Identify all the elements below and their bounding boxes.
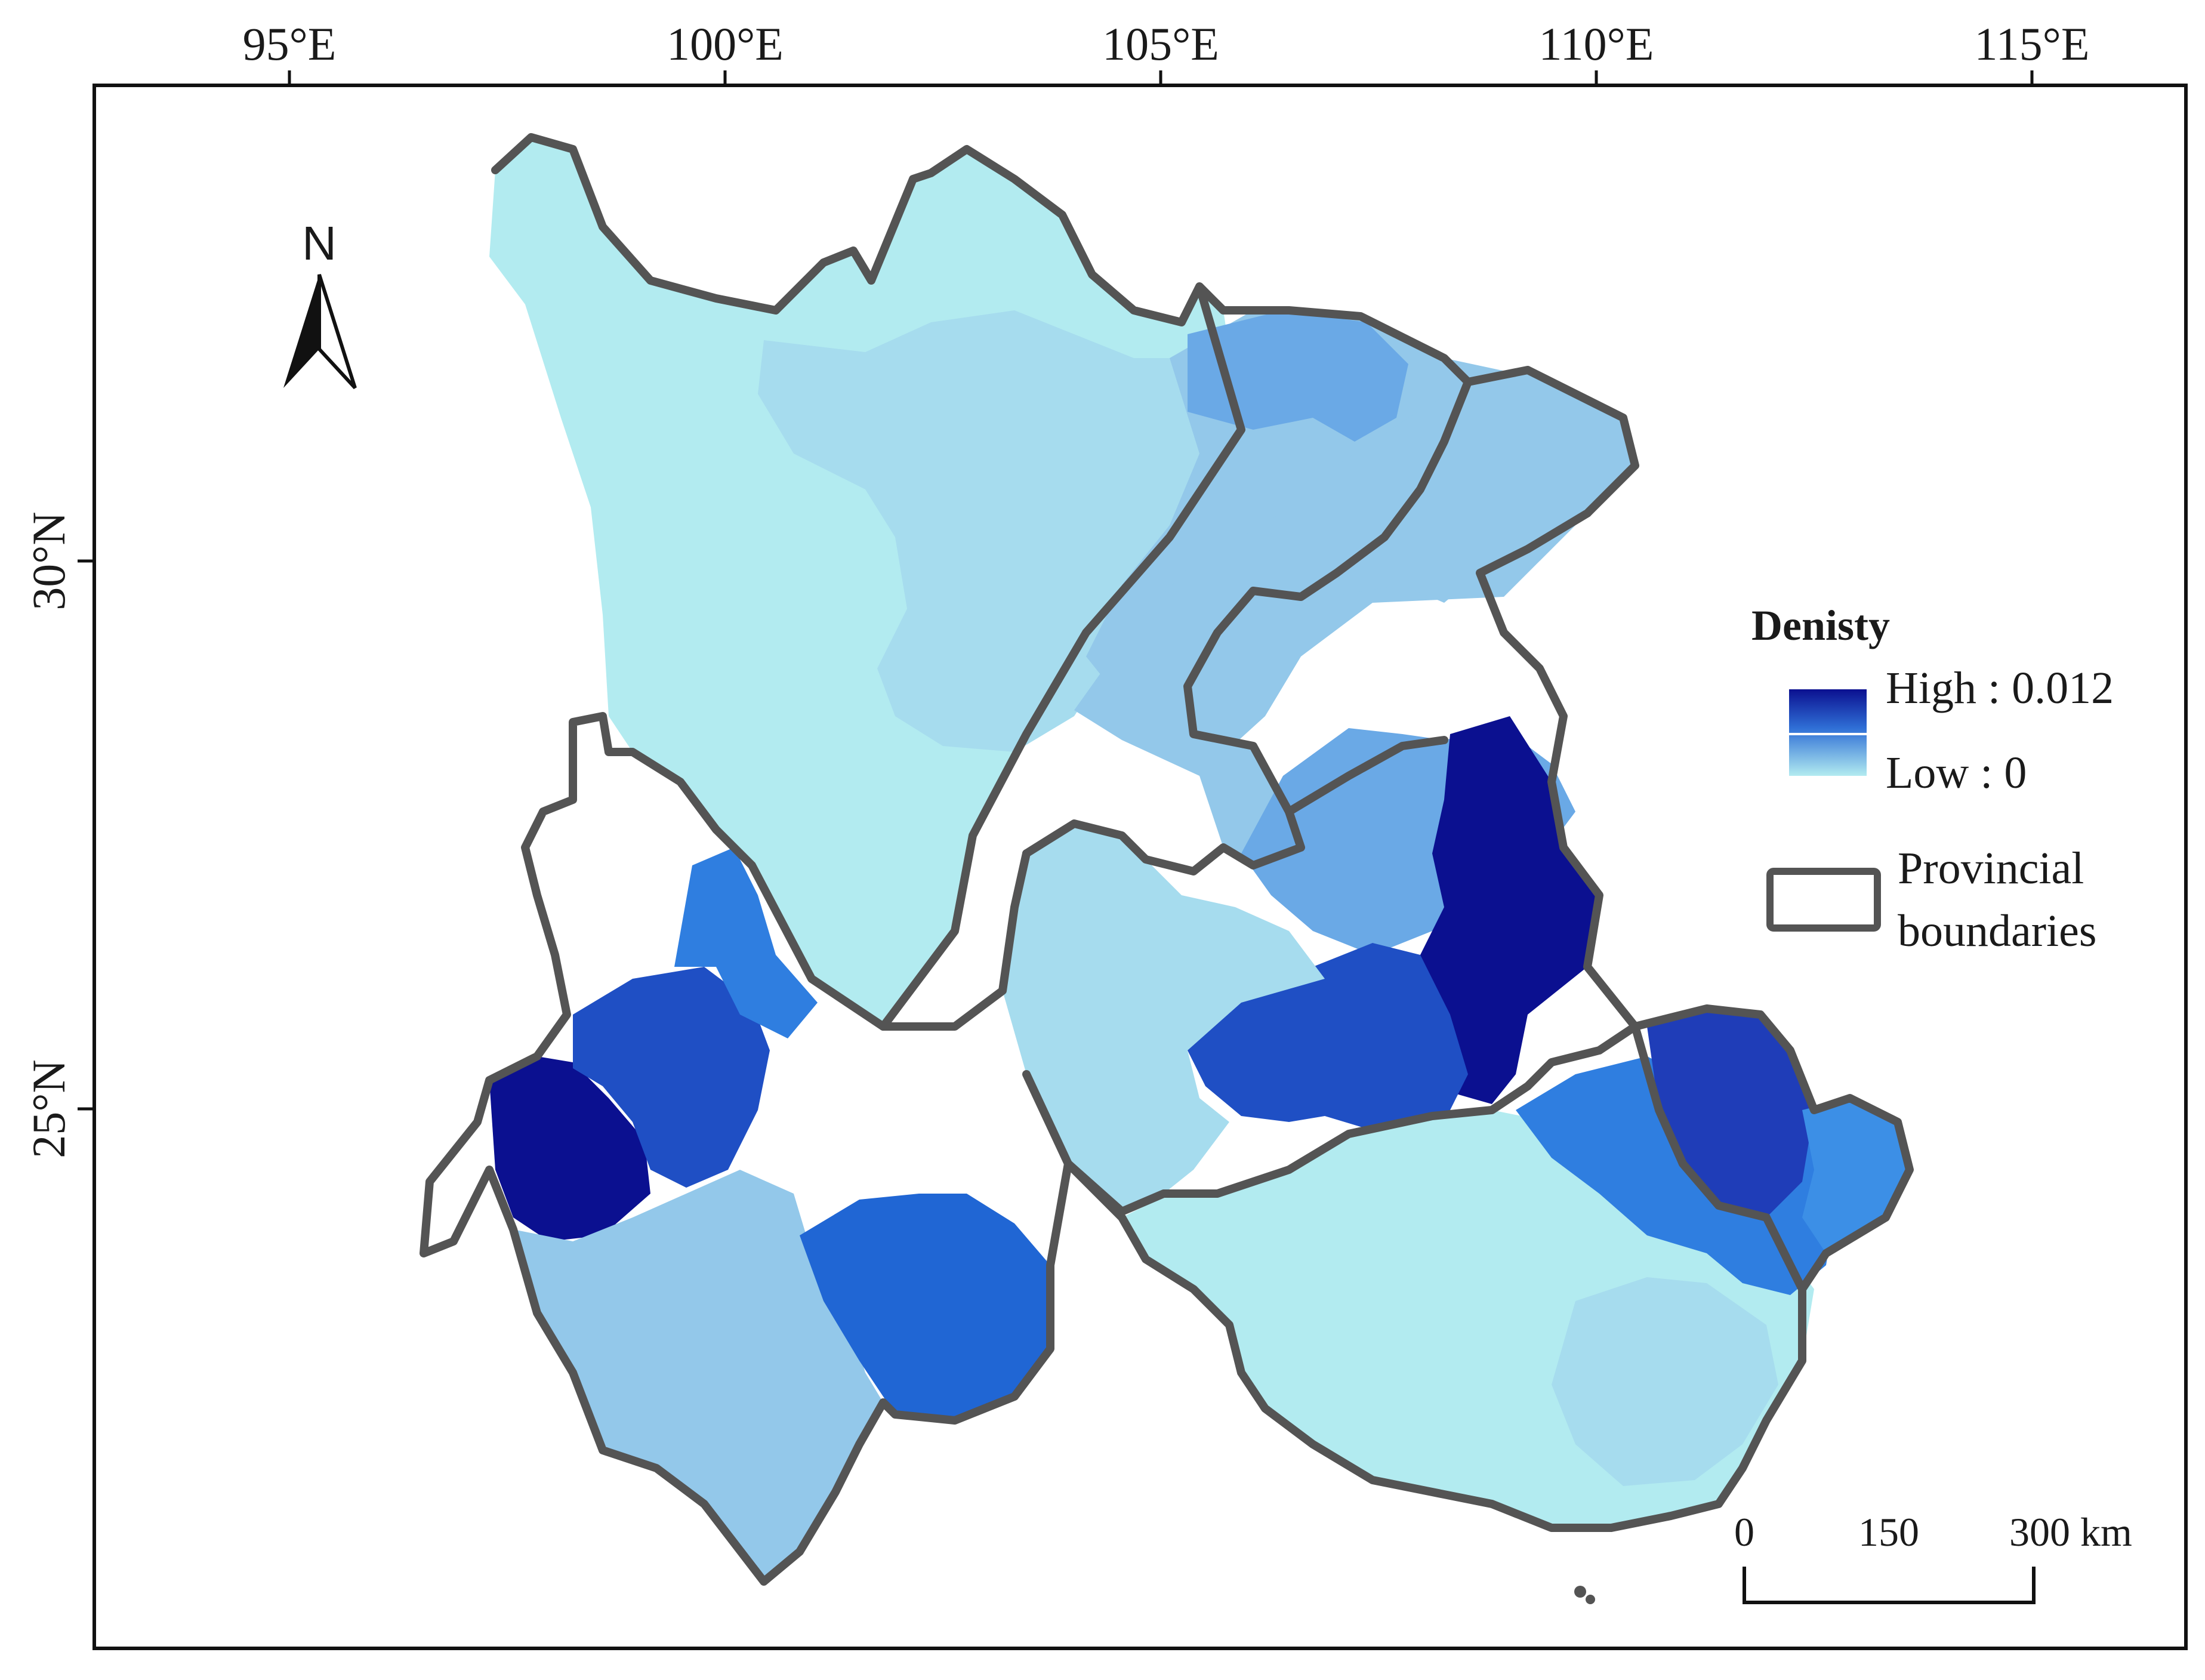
lon-label-95: 95°E bbox=[243, 18, 337, 70]
region-yunnan-south bbox=[513, 1170, 883, 1582]
region-guangxi-south bbox=[1552, 1277, 1778, 1486]
scale-label-0: 0 bbox=[1734, 1509, 1754, 1555]
islands bbox=[1574, 1586, 1595, 1604]
scale-bar: 0 150 300 km bbox=[1734, 1509, 2132, 1604]
region-ne-sichuan-mid bbox=[1188, 310, 1408, 442]
legend-boundary-label-2: boundaries bbox=[1898, 906, 2096, 956]
legend: Denisty High : 0.012 Low : 0 Provincial … bbox=[1751, 602, 2114, 956]
legend-high-label: High : 0.012 bbox=[1886, 663, 2114, 713]
north-label: N bbox=[302, 217, 337, 270]
region-yunnan-west-strong bbox=[674, 847, 818, 1038]
scale-label-300: 300 km bbox=[2009, 1509, 2132, 1555]
lon-label-105: 105°E bbox=[1102, 18, 1219, 70]
lon-label-115: 115°E bbox=[1975, 18, 2090, 70]
north-arrow-icon bbox=[283, 274, 357, 390]
lat-label-25: 25°N bbox=[23, 1059, 75, 1158]
lon-label-100: 100°E bbox=[667, 18, 784, 70]
region-yunnan-east-deep bbox=[800, 1194, 1050, 1420]
north-arrow: N bbox=[283, 217, 357, 390]
region-yunnan-deep bbox=[573, 967, 770, 1188]
legend-boundary-swatch bbox=[1766, 868, 1881, 932]
legend-low-label: Low : 0 bbox=[1886, 748, 2027, 798]
lat-label-30: 30°N bbox=[23, 511, 75, 611]
legend-title: Denisty bbox=[1751, 602, 1890, 649]
latitude-axis: 30°N 25°N bbox=[23, 511, 94, 1158]
lon-label-110: 110°E bbox=[1539, 18, 1654, 70]
scale-label-150: 150 bbox=[1858, 1509, 1919, 1555]
provincial-boundaries bbox=[420, 133, 1914, 1586]
map-area bbox=[489, 137, 1910, 1582]
longitude-axis: 95°E 100°E 105°E 110°E 115°E bbox=[243, 18, 2090, 85]
legend-gradient-swatch bbox=[1789, 689, 1867, 776]
region-yunnan-deepest bbox=[489, 1056, 650, 1241]
region-guizhou bbox=[1003, 824, 1325, 1212]
legend-boundary-label-1: Provincial bbox=[1898, 843, 2084, 893]
